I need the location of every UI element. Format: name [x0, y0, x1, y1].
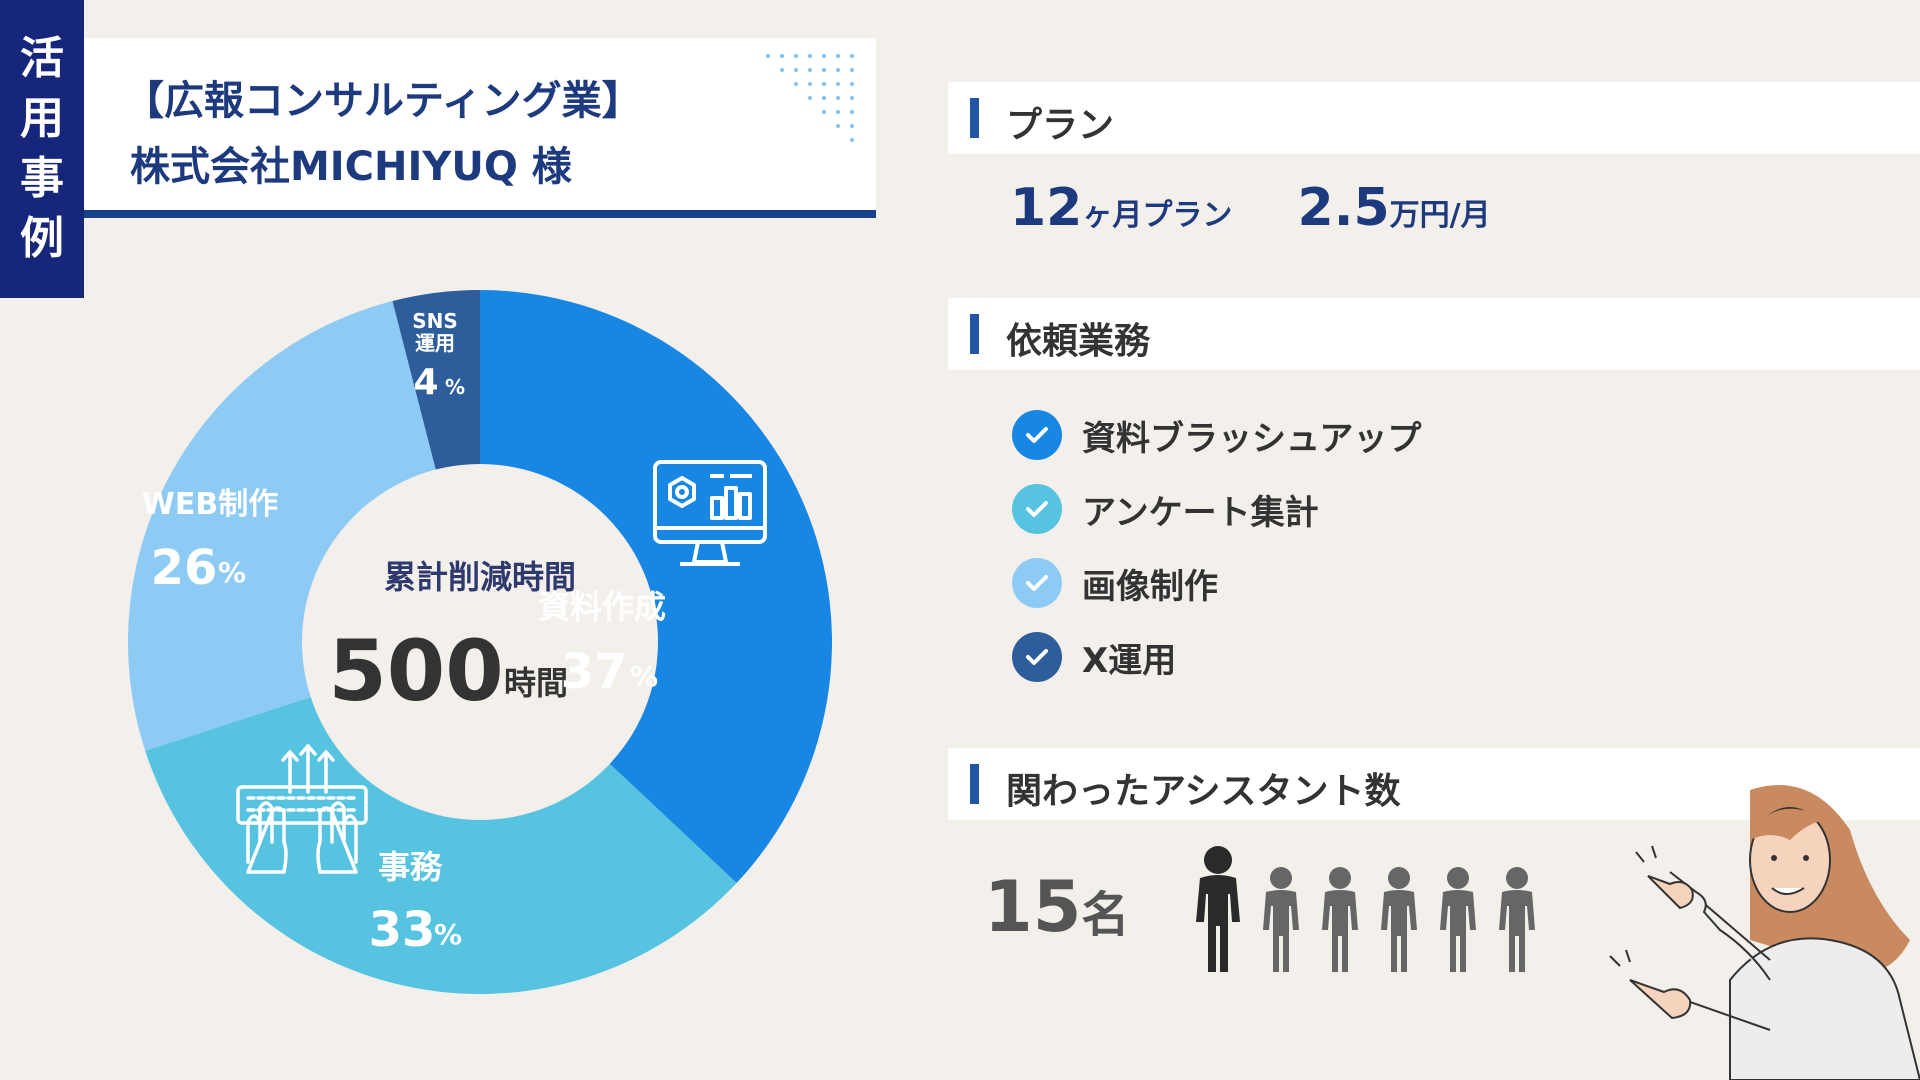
task-item: アンケート集計	[1012, 484, 1319, 534]
section-header-plan: プラン	[948, 82, 1920, 154]
label-sns-line1: SNS	[412, 309, 458, 333]
task-item: 資料ブラッシュアップ	[1012, 410, 1421, 460]
person-icon	[1440, 867, 1476, 972]
check-icon	[1012, 632, 1062, 682]
section-header-tasks: 依頼業務	[948, 298, 1920, 370]
label-shiryo-name: 資料作成	[538, 588, 666, 626]
assistant-icons	[1196, 846, 1535, 972]
title-underline	[84, 210, 876, 218]
label-sns-unit: %	[445, 375, 465, 399]
center-label: 累計削減時間	[384, 558, 576, 596]
donut-chart: 累計削減時間 500 時間 資料作成 37 % 事務 33 % WEB制作 26…	[127, 290, 832, 994]
industry-title: 【広報コンサルティング業】	[124, 78, 642, 124]
label-jimu-name: 事務	[378, 848, 443, 886]
company-name: 株式会社MICHIYUQ 様	[130, 144, 572, 190]
section-header-assistants: 関わったアシスタント数	[948, 748, 1920, 820]
label-sns-pct: 4	[413, 362, 438, 403]
center-value: 500	[328, 622, 503, 720]
person-icon	[1196, 846, 1240, 972]
woman-pointing-illustration	[1609, 785, 1920, 1080]
case-study-tag: 活 用 事 例	[0, 0, 84, 298]
plan-months-unit: ヶ月プラン	[1082, 198, 1233, 233]
hands-keyboard-icon	[236, 744, 368, 874]
center-unit: 時間	[504, 664, 568, 702]
label-jimu-pct: 33	[369, 902, 436, 958]
tag-char: 用	[20, 93, 64, 144]
plan-detail: 12ヶ月プラン 2.5万円/月	[1010, 178, 1491, 238]
task-label: アンケート集計	[1082, 492, 1319, 533]
person-icon	[1381, 867, 1417, 972]
label-web-name: WEB制作	[142, 487, 278, 522]
assistant-count-number: 15	[984, 866, 1082, 948]
section-title: 関わったアシスタント数	[1006, 771, 1401, 812]
section-title: 依頼業務	[1006, 321, 1151, 362]
task-label: X運用	[1082, 640, 1177, 681]
donut-center	[302, 464, 658, 820]
section-title: プラン	[1006, 105, 1115, 146]
person-icon	[1322, 867, 1358, 972]
check-icon	[1012, 410, 1062, 460]
plan-price-unit: 万円/月	[1389, 198, 1491, 233]
person-icon	[1499, 867, 1535, 972]
task-label: 資料ブラッシュアップ	[1082, 418, 1422, 459]
label-shiryo-pct: 37	[561, 644, 628, 700]
check-icon	[1012, 484, 1062, 534]
section-bar	[970, 314, 979, 354]
dot-pattern-decoration	[766, 54, 854, 142]
label-jimu-unit: %	[434, 918, 462, 951]
label-sns-line2: 運用	[415, 331, 455, 355]
label-shiryo-unit: %	[630, 660, 658, 693]
assistant-count-unit: 名	[1081, 887, 1130, 943]
tag-char: 事	[20, 153, 64, 204]
section-bar	[970, 764, 979, 804]
task-label: 画像制作	[1082, 566, 1218, 607]
plan-price: 2.5	[1297, 178, 1390, 238]
tag-char: 活	[20, 33, 64, 84]
person-icon	[1263, 867, 1299, 972]
label-web-unit: %	[218, 556, 246, 589]
tag-char: 例	[20, 213, 64, 264]
plan-months: 12	[1010, 178, 1083, 238]
donut-slice	[480, 290, 832, 883]
check-icon	[1012, 558, 1062, 608]
task-item: X運用	[1012, 632, 1176, 682]
title-card: 【広報コンサルティング業】 株式会社MICHIYUQ 様	[84, 38, 876, 218]
assistant-count: 15名	[984, 866, 1129, 948]
section-bar	[970, 98, 979, 138]
donut-slice	[145, 642, 737, 994]
monitor-chart-icon	[653, 460, 767, 566]
label-web-pct: 26	[151, 540, 218, 596]
task-item: 画像制作	[1012, 558, 1218, 608]
